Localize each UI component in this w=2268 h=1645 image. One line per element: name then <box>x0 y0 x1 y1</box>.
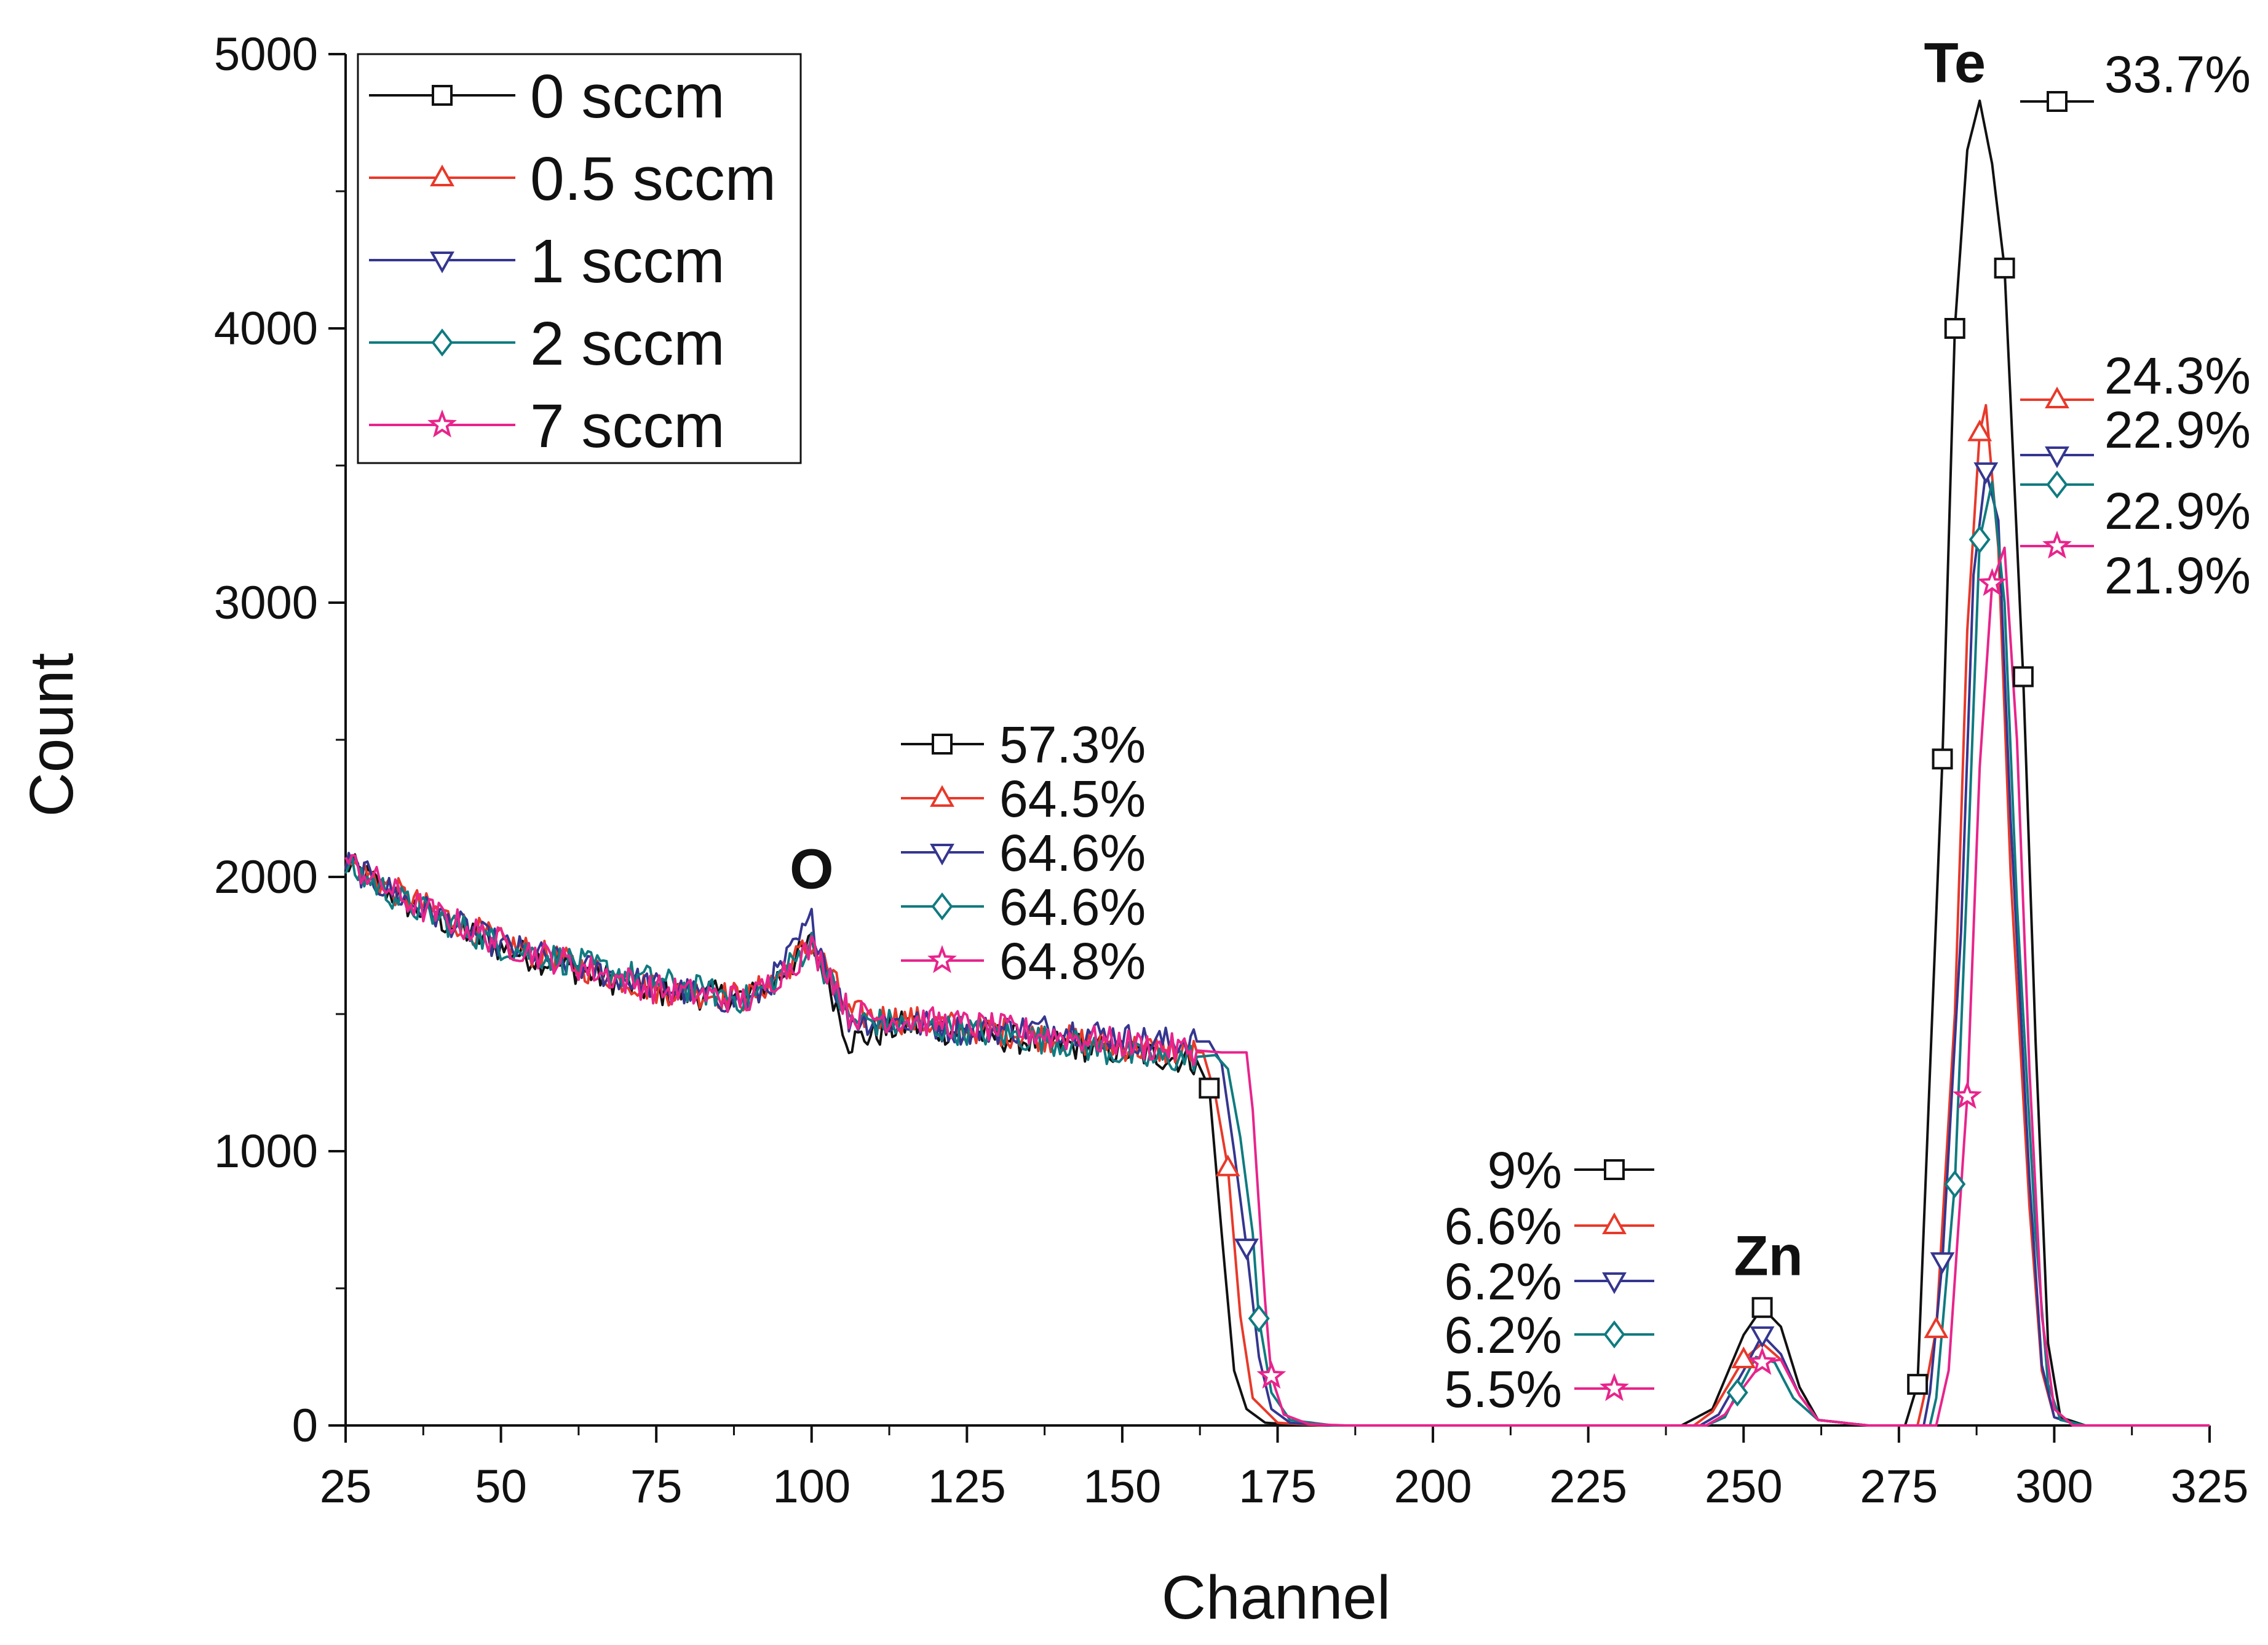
legend-marker-1-sccm <box>430 252 454 274</box>
key-marker-te-0-5-sccm <box>2045 386 2069 408</box>
x-tick-label: 325 <box>2171 1461 2249 1513</box>
data-marker-0-sccm <box>1944 318 1965 339</box>
x-tick-label: 75 <box>630 1461 683 1513</box>
x-tick-label: 275 <box>1860 1461 1938 1513</box>
data-marker-1-sccm <box>1930 1252 1955 1274</box>
data-marker-2-sccm <box>1726 1378 1748 1407</box>
data-marker-2-sccm <box>1248 1304 1270 1333</box>
key-marker-zn-2-sccm <box>1603 1320 1625 1349</box>
data-marker-7-sccm <box>1747 1347 1777 1375</box>
data-marker-0-sccm <box>1199 1077 1220 1099</box>
series-line-2-sccm <box>344 480 2210 1427</box>
x-axis-title: Channel <box>1162 1563 1391 1632</box>
x-tick-label: 300 <box>2015 1461 2093 1513</box>
y-tick-label: 1000 <box>214 1125 318 1178</box>
y-tick-label: 4000 <box>214 303 318 355</box>
y-tick-label: 0 <box>292 1400 318 1452</box>
key-marker-o-0-5-sccm <box>930 785 954 807</box>
y-tick-label: 2000 <box>214 851 318 903</box>
markers-layer <box>1199 257 2034 1407</box>
key-marker-te-2-sccm <box>2046 470 2068 499</box>
legend-label-0-sccm: 0 sccm <box>530 62 725 131</box>
key-marker-zn-1-sccm <box>1602 1272 1627 1294</box>
axes: 25 50 75 100 125 150 175 200 225 250 275 300 325 0 100… <box>214 28 2248 1513</box>
x-tick-label: 200 <box>1394 1461 1472 1513</box>
data-marker-0-sccm <box>2012 666 2034 688</box>
data-marker-0-sccm <box>1994 257 2015 279</box>
element-label-o: O <box>790 838 834 901</box>
legend: 0 sccm 0.5 sccm 1 sccm 2 sccm 7 sccm <box>357 53 802 464</box>
x-tick-label: 225 <box>1549 1461 1627 1513</box>
series-line-1-sccm <box>344 469 2210 1427</box>
data-marker-0-5-sccm <box>1967 419 1992 442</box>
data-marker-0-sccm <box>1751 1297 1773 1318</box>
zn-percent-1-sccm: 6.2% <box>1445 1253 1562 1310</box>
te-percent-1-sccm: 22.9% <box>2104 401 2251 459</box>
zn-percent-7-sccm: 5.5% <box>1445 1360 1562 1418</box>
key-marker-zn-7-sccm <box>1600 1373 1629 1401</box>
key-marker-o-2-sccm <box>931 892 953 921</box>
key-marker-te-1-sccm <box>2045 446 2069 469</box>
o-percent-2-sccm: 64.6% <box>999 878 1146 936</box>
x-tick-label: 250 <box>1705 1461 1783 1513</box>
legend-marker-0-sccm <box>432 85 453 106</box>
annotations: OZnTe57.3%64.5%64.6%64.6%64.8%9%6.6%6.2%… <box>790 31 2251 1418</box>
element-label-zn: Zn <box>1734 1224 1802 1287</box>
key-marker-zn-0-sccm <box>1604 1159 1625 1180</box>
key-marker-o-7-sccm <box>927 945 957 973</box>
key-marker-o-1-sccm <box>930 844 954 866</box>
te-percent-2-sccm: 22.9% <box>2104 482 2251 540</box>
y-tick-label: 5000 <box>214 28 318 81</box>
series-layer <box>344 99 2210 1427</box>
element-label-te: Te <box>1924 31 1986 94</box>
x-tick-label: 150 <box>1084 1461 1162 1513</box>
data-marker-7-sccm <box>1256 1360 1287 1389</box>
zn-percent-2-sccm: 6.2% <box>1445 1306 1562 1364</box>
data-marker-2-sccm <box>1944 1170 1966 1199</box>
o-percent-1-sccm: 64.6% <box>999 824 1146 882</box>
x-tick-label: 100 <box>772 1461 850 1513</box>
legend-label-0-5-sccm: 0.5 sccm <box>530 145 776 213</box>
legend-label-2-sccm: 2 sccm <box>530 309 725 378</box>
series-line-7-sccm <box>344 546 2210 1427</box>
te-percent-0-5-sccm: 24.3% <box>2104 347 2251 405</box>
key-marker-o-0-sccm <box>932 734 953 755</box>
zn-percent-0-sccm: 9% <box>1488 1141 1562 1199</box>
x-tick-label: 175 <box>1239 1461 1317 1513</box>
x-tick-label: 25 <box>320 1461 372 1513</box>
legend-box <box>357 53 802 464</box>
key-marker-zn-0-5-sccm <box>1602 1212 1627 1234</box>
legend-marker-7-sccm <box>427 409 457 438</box>
zn-percent-0-5-sccm: 6.6% <box>1445 1197 1562 1255</box>
data-marker-7-sccm <box>1977 568 2007 597</box>
data-marker-2-sccm <box>1969 525 1991 554</box>
data-marker-0-5-sccm <box>1924 1316 1949 1338</box>
legend-label-1-sccm: 1 sccm <box>530 227 725 296</box>
key-marker-te-0-sccm <box>2047 91 2068 112</box>
x-tick-label: 125 <box>928 1461 1006 1513</box>
y-tick-label: 3000 <box>214 577 318 629</box>
y-axis-title: Count <box>17 652 86 817</box>
data-marker-0-5-sccm <box>1215 1154 1240 1176</box>
legend-marker-2-sccm <box>431 328 453 357</box>
x-tick-label: 50 <box>475 1461 527 1513</box>
data-marker-1-sccm <box>1234 1239 1259 1261</box>
te-percent-0-sccm: 33.7% <box>2104 46 2251 103</box>
key-marker-te-7-sccm <box>2042 530 2072 559</box>
legend-marker-0-5-sccm <box>430 164 454 186</box>
data-marker-1-sccm <box>1973 462 1999 485</box>
series-line-0-5-sccm <box>344 403 2210 1427</box>
data-marker-7-sccm <box>1953 1080 1982 1109</box>
o-percent-0-sccm: 57.3% <box>999 716 1146 774</box>
o-percent-0-5-sccm: 64.5% <box>999 770 1146 828</box>
data-marker-0-sccm <box>1907 1374 1929 1395</box>
te-percent-7-sccm: 21.9% <box>2104 547 2251 604</box>
legend-label-7-sccm: 7 sccm <box>530 392 725 461</box>
data-marker-1-sccm <box>1750 1326 1775 1349</box>
data-marker-0-sccm <box>1932 748 1953 770</box>
o-percent-7-sccm: 64.8% <box>999 932 1146 990</box>
